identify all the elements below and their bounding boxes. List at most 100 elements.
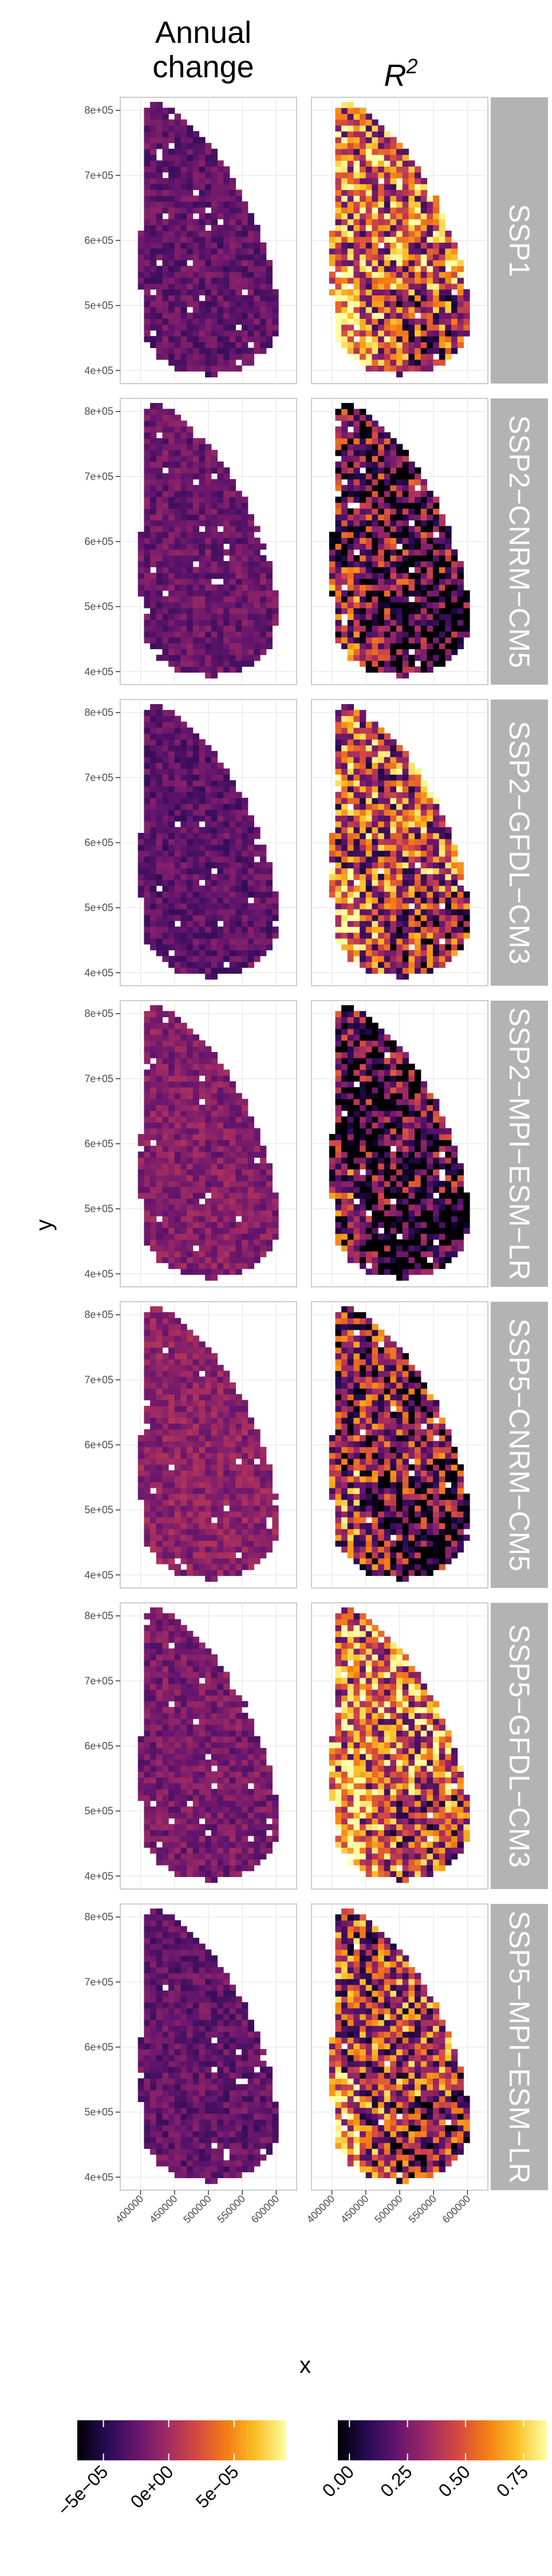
raster-cell: [162, 750, 169, 757]
raster-cell: [439, 619, 445, 626]
raster-cell: [174, 950, 182, 957]
raster-cell: [433, 555, 440, 562]
raster-cell: [229, 549, 236, 556]
raster-cell: [229, 306, 236, 313]
raster-cell: [162, 932, 169, 939]
raster-cell: [192, 318, 200, 325]
raster-cell: [192, 1262, 200, 1269]
raster-cell: [247, 584, 254, 591]
raster-cell: [341, 531, 348, 538]
raster-cell: [223, 868, 230, 875]
raster-cell: [427, 821, 433, 828]
raster-cell: [402, 189, 409, 196]
raster-cell: [168, 414, 175, 421]
raster-cell: [150, 108, 157, 114]
raster-cell: [180, 809, 187, 816]
raster-cell: [180, 1052, 187, 1058]
raster-cell: [353, 619, 360, 626]
raster-cell: [180, 485, 187, 491]
raster-cell: [390, 266, 397, 272]
raster-cell: [439, 844, 445, 851]
raster-cell: [199, 236, 206, 243]
raster-cell: [254, 230, 261, 237]
raster-cell: [353, 543, 360, 550]
raster-cell: [347, 844, 354, 851]
raster-cell: [223, 654, 230, 661]
raster-cell: [187, 313, 194, 319]
raster-cell: [365, 131, 373, 137]
raster-cell: [427, 874, 433, 880]
raster-cell: [162, 926, 169, 933]
raster-cell: [168, 1099, 175, 1105]
raster-cell: [360, 721, 366, 728]
raster-cell: [137, 1163, 145, 1170]
raster-cell: [156, 177, 163, 184]
raster-cell: [205, 637, 212, 643]
raster-cell: [396, 143, 403, 149]
raster-cell: [365, 792, 373, 799]
raster-cell: [347, 514, 354, 521]
raster-cell: [427, 195, 433, 202]
raster-cell: [408, 780, 415, 787]
raster-cell: [260, 572, 267, 579]
raster-cell: [174, 809, 182, 816]
raster-cell: [384, 491, 391, 497]
raster-cell: [360, 347, 366, 354]
raster-cell: [162, 248, 169, 255]
raster-cell: [402, 596, 409, 603]
raster-cell: [433, 897, 440, 904]
raster-cell: [150, 1046, 157, 1053]
raster-cell: [457, 619, 464, 626]
raster-cell: [205, 195, 212, 202]
raster-cell: [156, 727, 163, 734]
raster-cell: [254, 944, 261, 951]
raster-cell: [168, 850, 175, 857]
raster-cell: [335, 485, 342, 491]
raster-cell: [247, 891, 254, 898]
raster-cell: [420, 967, 427, 974]
raster-cell: [192, 365, 200, 372]
raster-cell: [242, 950, 249, 957]
raster-cell: [168, 1151, 175, 1158]
raster-cell: [341, 467, 348, 474]
raster-cell: [150, 832, 157, 839]
raster-cell: [439, 879, 445, 886]
raster-cell: [427, 342, 433, 349]
raster-cell: [235, 189, 242, 196]
raster-cell: [223, 666, 230, 673]
raster-cell: [211, 295, 218, 302]
raster-cell: [378, 666, 385, 673]
raster-cell: [156, 236, 163, 243]
raster-cell: [205, 213, 212, 220]
raster-cell: [353, 514, 360, 521]
raster-cell: [174, 625, 182, 632]
raster-cell: [168, 908, 175, 915]
raster-cell: [150, 827, 157, 833]
raster-cell: [372, 955, 378, 962]
raster-cell: [372, 561, 378, 567]
raster-cell: [162, 1151, 169, 1158]
raster-cell: [347, 649, 354, 655]
raster-cell: [353, 166, 360, 173]
raster-cell: [235, 224, 242, 231]
raster-cell: [174, 1069, 182, 1076]
raster-cell: [187, 242, 194, 249]
raster-cell: [180, 342, 187, 349]
raster-cell: [254, 637, 261, 643]
facet-strip-label: SSP1: [503, 204, 535, 277]
raster-cell: [242, 543, 249, 550]
raster-cell: [168, 961, 175, 968]
raster-cell: [427, 283, 433, 290]
raster-cell: [187, 1192, 194, 1199]
raster-cell: [390, 567, 397, 574]
raster-cell: [360, 207, 366, 214]
raster-cell: [347, 224, 354, 231]
raster-cell: [402, 774, 409, 781]
raster-cell: [242, 508, 249, 515]
raster-cell: [260, 301, 267, 307]
raster-cell: [223, 295, 230, 302]
raster-cell: [451, 920, 458, 927]
raster-cell: [439, 271, 445, 278]
raster-cell: [174, 324, 182, 331]
raster-cell: [211, 944, 218, 951]
